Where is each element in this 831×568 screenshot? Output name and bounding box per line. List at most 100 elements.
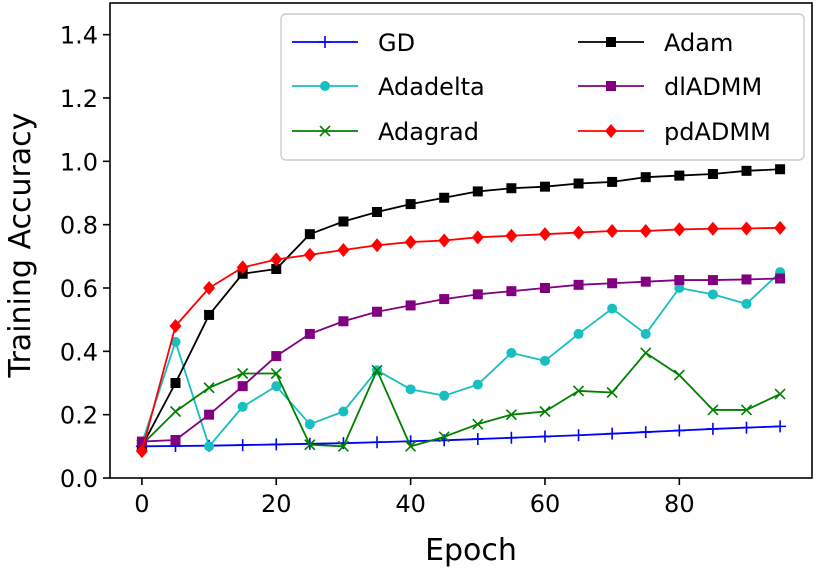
data-point-gd	[538, 430, 551, 443]
data-point-gd	[236, 439, 249, 452]
data-point-adam	[204, 309, 215, 320]
data-point-pdadmm	[740, 221, 753, 236]
axes-frame	[109, 2, 813, 479]
data-point-adam	[775, 164, 786, 175]
data-point-gd	[774, 420, 787, 433]
data-point-adam	[741, 165, 752, 176]
data-point-adagrad	[472, 418, 484, 430]
data-point-adam	[372, 207, 383, 217]
data-point-adagrad	[237, 367, 249, 380]
data-point-adadelta	[472, 379, 483, 390]
data-point-pdadmm	[706, 221, 719, 236]
legend-marker-adagrad	[319, 125, 331, 137]
data-point-pdadmm	[236, 260, 249, 275]
x-tick-label: 20	[261, 490, 292, 518]
data-point-adadelta	[271, 381, 282, 392]
data-point-adagrad	[606, 386, 618, 399]
data-point-adam	[539, 181, 550, 192]
data-point-adagrad	[270, 367, 282, 380]
series-gd	[135, 420, 787, 453]
plot-area	[135, 164, 787, 459]
data-point-gd	[673, 424, 686, 437]
data-point-pdadmm	[673, 222, 686, 237]
data-point-adam	[338, 216, 349, 227]
data-point-adagrad	[438, 431, 450, 443]
data-point-adam	[640, 172, 651, 183]
data-point-pdadmm	[337, 243, 350, 257]
data-point-dladmm	[506, 286, 517, 297]
legend-marker-adadelta	[320, 81, 330, 91]
data-point-dladmm	[741, 274, 752, 285]
x-tick-label: 80	[664, 490, 695, 518]
data-point-adam	[405, 199, 416, 210]
data-point-dladmm	[271, 351, 282, 362]
legend-item-gd: GD	[292, 29, 415, 57]
data-point-gd	[270, 438, 283, 451]
y-tick-label: 1.0	[60, 148, 98, 176]
data-point-gd	[639, 426, 652, 439]
x-axis-title: Epoch	[425, 533, 517, 568]
series-line-adam	[141, 168, 781, 447]
x-tick-label: 40	[395, 490, 426, 518]
legend-item-adadelta: Adadelta	[292, 73, 485, 101]
data-point-dladmm	[304, 328, 315, 339]
data-point-adagrad	[740, 404, 753, 416]
data-point-adadelta	[741, 298, 752, 309]
data-point-adam	[304, 229, 315, 240]
data-point-pdadmm	[505, 228, 518, 243]
data-point-adagrad	[203, 382, 215, 394]
data-point-gd	[706, 422, 719, 435]
data-point-pdadmm	[471, 230, 484, 245]
data-point-adam	[674, 170, 685, 181]
data-point-adadelta	[237, 401, 248, 412]
data-point-pdadmm	[169, 319, 182, 333]
data-point-gd	[371, 436, 384, 449]
x-tick-label: 60	[530, 490, 561, 518]
data-point-adam	[506, 183, 517, 194]
data-point-gd	[471, 433, 484, 446]
y-tick-label: 1.4	[60, 22, 98, 50]
series-dladmm	[136, 273, 786, 447]
legend-label-gd: GD	[378, 29, 415, 57]
data-point-pdadmm	[606, 224, 619, 238]
data-point-adadelta	[204, 441, 215, 452]
series-line-gd	[141, 425, 781, 448]
data-point-adagrad	[371, 364, 383, 376]
data-point-adadelta	[439, 390, 450, 401]
data-point-pdadmm	[639, 224, 652, 238]
data-point-dladmm	[237, 381, 248, 392]
data-point-pdadmm	[270, 252, 283, 267]
data-point-adadelta	[707, 289, 718, 300]
series-line-pdadmm	[141, 226, 781, 452]
data-point-pdadmm	[203, 281, 216, 295]
data-point-pdadmm	[404, 235, 417, 250]
data-point-pdadmm	[572, 225, 585, 240]
data-point-dladmm	[607, 278, 618, 289]
legend-label-pdadmm: pdADMM	[664, 118, 771, 146]
legend-marker-gd	[319, 36, 331, 48]
y-tick-label: 0.4	[60, 338, 98, 366]
legend-label-adadelta: Adadelta	[378, 73, 485, 101]
legend-item-adagrad: Adagrad	[292, 118, 479, 146]
legend-label-adam: Adam	[664, 29, 733, 57]
data-point-adadelta	[573, 328, 584, 339]
data-point-dladmm	[573, 279, 584, 290]
data-point-adam	[707, 169, 718, 179]
data-point-adam	[472, 186, 483, 197]
x-tick-label: 0	[134, 490, 149, 518]
data-point-adadelta	[170, 336, 181, 347]
legend-item-dladmm: dlADMM	[578, 73, 762, 101]
data-point-adadelta	[405, 384, 416, 395]
data-point-dladmm	[204, 409, 215, 420]
data-point-dladmm	[640, 276, 651, 287]
legend-marker-pdadmm	[605, 124, 617, 138]
data-point-adagrad	[405, 440, 417, 452]
data-point-adam	[271, 264, 282, 274]
data-point-dladmm	[472, 289, 483, 300]
series-adagrad	[136, 347, 786, 452]
data-point-adadelta	[640, 328, 651, 339]
data-point-adagrad	[304, 439, 316, 451]
series-line-dladmm	[141, 277, 781, 443]
data-point-pdadmm	[303, 247, 316, 262]
